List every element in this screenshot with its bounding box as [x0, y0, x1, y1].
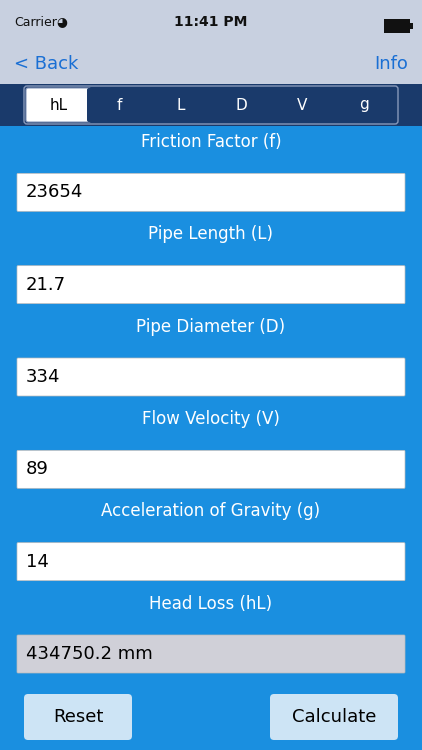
FancyBboxPatch shape [209, 88, 274, 122]
FancyBboxPatch shape [270, 88, 335, 122]
Bar [0, 44, 422, 84]
Text: < Back: < Back [14, 55, 78, 73]
Text: Pipe Length (L): Pipe Length (L) [149, 225, 273, 243]
FancyBboxPatch shape [24, 86, 398, 124]
Text: D: D [235, 98, 247, 112]
Bar [0, 126, 422, 750]
FancyBboxPatch shape [331, 88, 396, 122]
Bar [0, 84, 422, 126]
Text: hL: hL [49, 98, 68, 112]
FancyBboxPatch shape [17, 635, 405, 673]
Bar [410, 23, 413, 29]
Text: Reset: Reset [53, 708, 103, 726]
FancyBboxPatch shape [17, 358, 405, 396]
Bar [0, 0, 422, 44]
FancyBboxPatch shape [17, 543, 405, 580]
FancyBboxPatch shape [87, 88, 152, 122]
FancyBboxPatch shape [17, 173, 405, 211]
Text: Acceleration of Gravity (g): Acceleration of Gravity (g) [101, 503, 321, 520]
Text: Flow Velocity (V): Flow Velocity (V) [142, 410, 280, 428]
Text: 11:41 PM: 11:41 PM [174, 15, 248, 29]
Text: 334: 334 [26, 368, 60, 386]
Text: L: L [176, 98, 185, 112]
FancyBboxPatch shape [148, 88, 213, 122]
Text: 89: 89 [26, 460, 49, 478]
Text: Friction Factor (f): Friction Factor (f) [141, 133, 281, 151]
FancyBboxPatch shape [17, 450, 405, 488]
Text: 23654: 23654 [26, 183, 84, 201]
Text: Pipe Diameter (D): Pipe Diameter (D) [136, 318, 286, 336]
Text: Carrier: Carrier [14, 16, 57, 28]
Bar [384, 19, 410, 33]
Text: g: g [359, 98, 368, 112]
FancyBboxPatch shape [26, 88, 91, 122]
FancyBboxPatch shape [24, 694, 132, 740]
Text: f: f [117, 98, 122, 112]
Text: Calculate: Calculate [292, 708, 376, 726]
Text: Head Loss (hL): Head Loss (hL) [149, 595, 273, 613]
Text: 14: 14 [26, 553, 49, 571]
Text: ◕: ◕ [57, 16, 68, 28]
Text: Info: Info [374, 55, 408, 73]
FancyBboxPatch shape [17, 266, 405, 304]
Text: 21.7: 21.7 [26, 276, 66, 294]
FancyBboxPatch shape [270, 694, 398, 740]
Text: V: V [298, 98, 308, 112]
Text: 434750.2 mm: 434750.2 mm [26, 645, 153, 663]
